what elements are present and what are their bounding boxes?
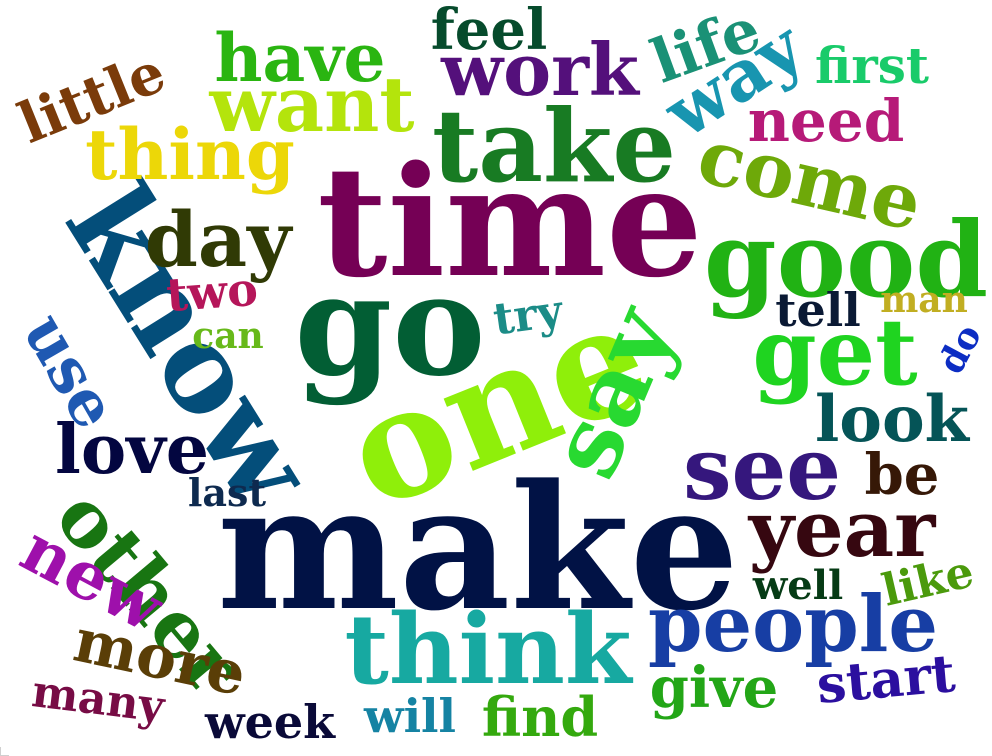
word-good: good — [703, 198, 989, 321]
word-time: time — [317, 132, 703, 311]
word-can: can — [192, 315, 264, 357]
corner-mark — [0, 747, 9, 756]
word-two: two — [164, 261, 260, 323]
word-start: start — [814, 643, 958, 716]
word-love: love — [55, 410, 209, 490]
word-make: make — [216, 446, 740, 649]
word-think: think — [344, 593, 632, 706]
word-see: see — [683, 419, 841, 520]
word-give: give — [649, 655, 779, 721]
word-thing: thing — [85, 113, 295, 196]
word-well: well — [752, 562, 844, 609]
word-look: look — [814, 382, 970, 457]
word-man: man — [880, 279, 968, 321]
word-try: try — [490, 285, 566, 346]
word-want: want — [209, 60, 415, 149]
word-week: week — [204, 695, 336, 749]
word-year: year — [748, 484, 936, 575]
word-get: get — [752, 298, 918, 406]
word-last: last — [187, 470, 267, 515]
word-be: be — [864, 442, 940, 508]
word-first: first — [815, 36, 929, 95]
word-need: need — [747, 87, 905, 155]
word-tell: tell — [775, 283, 861, 337]
word-people: people — [648, 579, 938, 670]
word-find: find — [481, 685, 599, 749]
word-take: take — [432, 87, 676, 205]
word-will: will — [363, 689, 457, 743]
word-go: go — [294, 244, 486, 408]
word-day: day — [144, 195, 292, 284]
word-do: do — [929, 317, 991, 381]
word-work: work — [441, 27, 639, 112]
word-feel: feel — [430, 0, 548, 63]
word-many: many — [29, 666, 167, 733]
word-have: have — [214, 19, 386, 97]
